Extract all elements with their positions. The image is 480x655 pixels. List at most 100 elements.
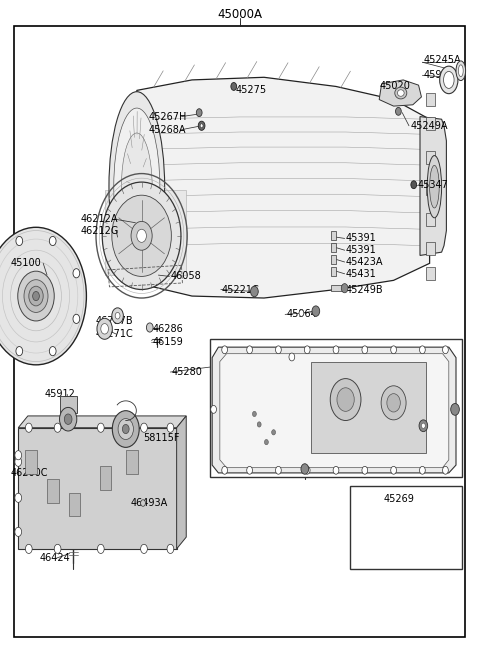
Circle shape xyxy=(276,466,281,474)
Text: 46286: 46286 xyxy=(153,324,183,334)
Circle shape xyxy=(118,419,133,440)
Bar xyxy=(426,267,435,280)
Circle shape xyxy=(391,466,396,474)
Circle shape xyxy=(200,124,203,128)
Polygon shape xyxy=(137,77,430,298)
Circle shape xyxy=(15,451,22,460)
Polygon shape xyxy=(212,347,456,473)
Circle shape xyxy=(60,407,77,431)
Circle shape xyxy=(196,109,202,117)
Text: 45020: 45020 xyxy=(379,81,410,92)
Circle shape xyxy=(112,308,123,324)
Circle shape xyxy=(222,346,228,354)
Circle shape xyxy=(102,182,181,290)
Text: 45347: 45347 xyxy=(418,179,448,190)
Circle shape xyxy=(0,227,86,365)
Circle shape xyxy=(333,466,339,474)
Bar xyxy=(47,479,59,503)
Ellipse shape xyxy=(427,156,442,217)
Text: 45000A: 45000A xyxy=(217,8,263,21)
Text: 46200C: 46200C xyxy=(11,468,48,478)
Bar xyxy=(331,243,336,252)
Ellipse shape xyxy=(114,108,160,265)
Ellipse shape xyxy=(397,90,404,96)
Circle shape xyxy=(257,422,261,427)
Bar xyxy=(331,255,336,264)
Ellipse shape xyxy=(458,65,463,77)
Circle shape xyxy=(101,324,108,334)
Circle shape xyxy=(97,544,104,553)
Circle shape xyxy=(167,544,174,553)
Circle shape xyxy=(137,229,146,242)
Circle shape xyxy=(167,423,174,432)
Bar xyxy=(426,93,435,106)
Circle shape xyxy=(452,405,458,413)
Bar xyxy=(331,267,336,276)
Circle shape xyxy=(304,346,310,354)
Text: 45221C: 45221C xyxy=(222,284,260,295)
Circle shape xyxy=(16,236,23,246)
Circle shape xyxy=(54,544,61,553)
Bar xyxy=(69,493,80,516)
Circle shape xyxy=(381,386,406,420)
Circle shape xyxy=(362,346,368,354)
Circle shape xyxy=(49,236,56,246)
Text: 46787B: 46787B xyxy=(96,316,133,326)
Circle shape xyxy=(276,346,281,354)
Bar xyxy=(18,428,177,549)
Circle shape xyxy=(443,466,448,474)
Circle shape xyxy=(264,440,268,445)
Bar xyxy=(426,117,435,130)
Text: 45271C: 45271C xyxy=(96,329,134,339)
Circle shape xyxy=(141,544,147,553)
Ellipse shape xyxy=(430,165,439,208)
Circle shape xyxy=(131,221,152,250)
Circle shape xyxy=(146,323,153,332)
Bar xyxy=(126,450,138,474)
Text: 45275: 45275 xyxy=(235,85,266,96)
Bar xyxy=(25,450,37,474)
Circle shape xyxy=(396,107,401,115)
Circle shape xyxy=(122,424,129,434)
Circle shape xyxy=(25,544,32,553)
Circle shape xyxy=(341,284,348,293)
Circle shape xyxy=(231,83,237,90)
Text: 45268A: 45268A xyxy=(149,124,186,135)
Circle shape xyxy=(15,527,22,536)
Circle shape xyxy=(97,423,104,432)
Circle shape xyxy=(411,181,417,189)
Circle shape xyxy=(337,388,354,411)
Bar xyxy=(426,151,435,164)
Text: 45249B: 45249B xyxy=(346,284,383,295)
Text: 45391: 45391 xyxy=(346,245,376,255)
Circle shape xyxy=(141,423,147,432)
Text: 45100: 45100 xyxy=(11,258,41,269)
Ellipse shape xyxy=(395,87,407,99)
Text: 45267H: 45267H xyxy=(149,111,187,122)
Text: 58115F: 58115F xyxy=(143,432,180,443)
Circle shape xyxy=(33,291,39,301)
Circle shape xyxy=(112,411,139,447)
Circle shape xyxy=(198,121,205,130)
Circle shape xyxy=(247,346,252,354)
Circle shape xyxy=(15,493,22,502)
Circle shape xyxy=(252,411,256,417)
Text: 46424: 46424 xyxy=(39,553,70,563)
Text: 45391: 45391 xyxy=(346,233,376,244)
Text: 46212A: 46212A xyxy=(81,214,118,224)
Text: 45964: 45964 xyxy=(286,309,317,320)
Bar xyxy=(426,182,435,195)
Polygon shape xyxy=(18,416,186,428)
Circle shape xyxy=(443,346,448,354)
Text: 45269: 45269 xyxy=(384,494,415,504)
Bar xyxy=(60,396,77,413)
Circle shape xyxy=(330,379,361,421)
Text: 45431: 45431 xyxy=(346,269,376,279)
Circle shape xyxy=(54,423,61,432)
Circle shape xyxy=(73,269,80,278)
Bar xyxy=(210,339,462,477)
Text: 46493A: 46493A xyxy=(131,498,168,508)
Circle shape xyxy=(272,430,276,435)
Circle shape xyxy=(211,405,216,413)
Text: 46212G: 46212G xyxy=(81,225,119,236)
